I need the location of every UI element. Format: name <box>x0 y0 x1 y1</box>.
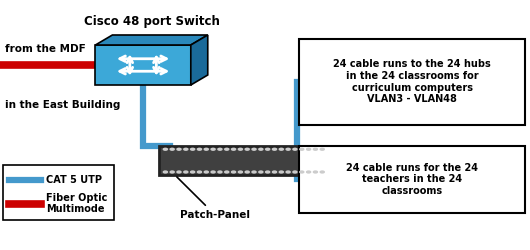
Circle shape <box>300 171 304 173</box>
Circle shape <box>272 171 277 173</box>
Circle shape <box>238 171 242 173</box>
Circle shape <box>170 171 174 173</box>
Circle shape <box>252 148 256 150</box>
Circle shape <box>225 148 229 150</box>
Circle shape <box>225 171 229 173</box>
Circle shape <box>204 171 208 173</box>
Circle shape <box>286 148 290 150</box>
Circle shape <box>279 148 284 150</box>
Circle shape <box>211 148 215 150</box>
Circle shape <box>191 148 195 150</box>
Polygon shape <box>95 35 208 45</box>
Circle shape <box>286 171 290 173</box>
Circle shape <box>170 148 174 150</box>
Polygon shape <box>95 45 191 85</box>
Circle shape <box>177 171 181 173</box>
Circle shape <box>245 171 249 173</box>
Text: Patch-Panel: Patch-Panel <box>177 177 250 220</box>
Circle shape <box>300 148 304 150</box>
Bar <box>299 146 525 212</box>
Circle shape <box>184 148 188 150</box>
Circle shape <box>163 148 167 150</box>
Polygon shape <box>191 35 208 85</box>
Bar <box>3 165 114 220</box>
Text: CAT 5 UTP: CAT 5 UTP <box>46 176 102 186</box>
Circle shape <box>320 148 324 150</box>
Circle shape <box>266 148 270 150</box>
Circle shape <box>232 171 235 173</box>
Text: from the MDF: from the MDF <box>5 44 86 54</box>
Circle shape <box>259 171 263 173</box>
Text: in the East Building: in the East Building <box>5 100 121 110</box>
Circle shape <box>320 171 324 173</box>
Circle shape <box>198 148 201 150</box>
Circle shape <box>306 171 311 173</box>
Bar <box>159 146 329 175</box>
Circle shape <box>293 148 297 150</box>
Circle shape <box>184 171 188 173</box>
Circle shape <box>306 148 311 150</box>
Circle shape <box>313 171 317 173</box>
Circle shape <box>245 148 249 150</box>
Text: 24 cable runs for the 24
teachers in the 24
classrooms: 24 cable runs for the 24 teachers in the… <box>346 163 478 196</box>
Circle shape <box>272 148 277 150</box>
Circle shape <box>177 148 181 150</box>
Circle shape <box>266 171 270 173</box>
Circle shape <box>232 148 235 150</box>
Circle shape <box>293 171 297 173</box>
Circle shape <box>259 148 263 150</box>
Circle shape <box>279 171 284 173</box>
Circle shape <box>218 148 222 150</box>
Circle shape <box>238 148 242 150</box>
Circle shape <box>204 148 208 150</box>
Circle shape <box>198 171 201 173</box>
Circle shape <box>252 171 256 173</box>
Text: Fiber Optic
Multimode: Fiber Optic Multimode <box>46 193 108 214</box>
Text: 24 cable runs to the 24 hubs
in the 24 classrooms for
curriculum computers
VLAN3: 24 cable runs to the 24 hubs in the 24 c… <box>333 60 491 104</box>
Circle shape <box>211 171 215 173</box>
Text: Cisco 48 port Switch: Cisco 48 port Switch <box>84 14 219 28</box>
Bar <box>299 39 525 125</box>
Circle shape <box>218 171 222 173</box>
Circle shape <box>313 148 317 150</box>
Circle shape <box>191 171 195 173</box>
Circle shape <box>163 171 167 173</box>
